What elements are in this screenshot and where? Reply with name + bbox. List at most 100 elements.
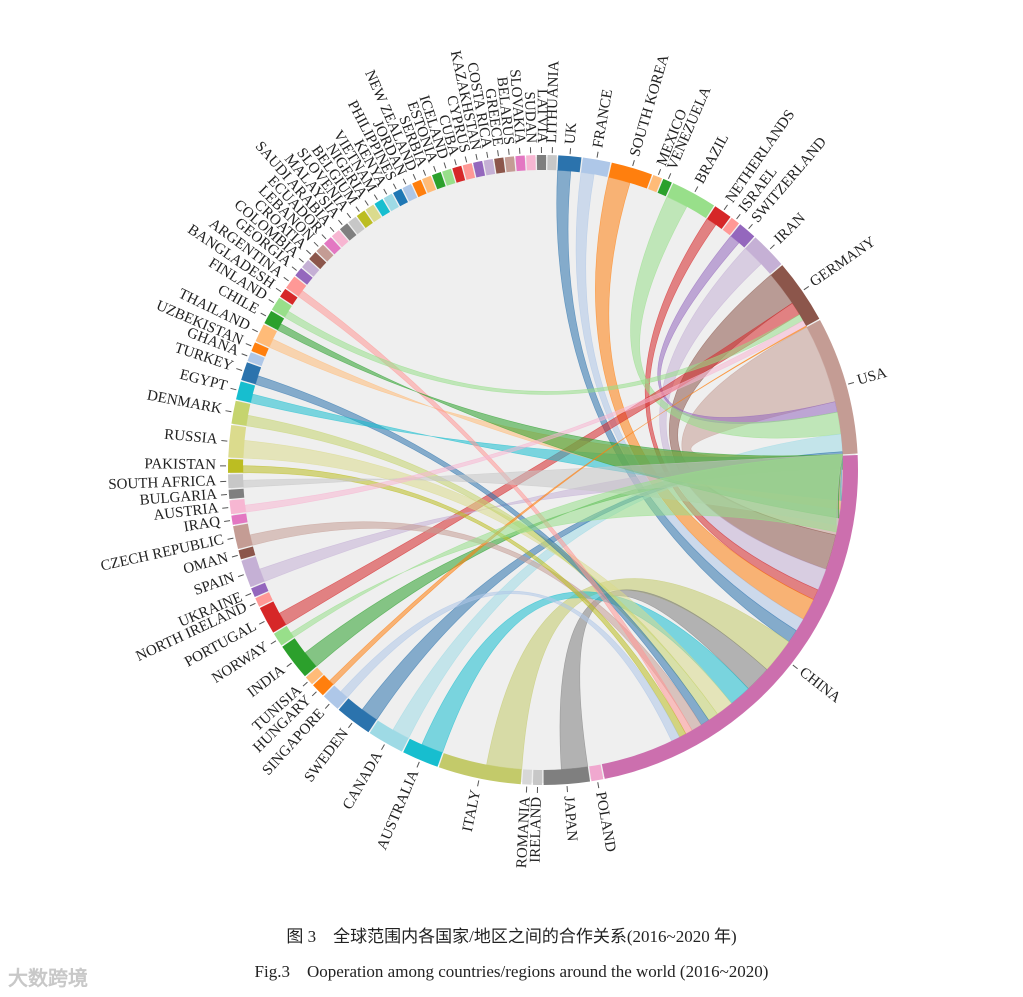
tick-new-zealand: [412, 174, 417, 180]
tick-italy: [477, 780, 480, 787]
label-iran: IRAN: [771, 210, 809, 247]
tick-malaysia: [338, 219, 343, 226]
ribbon-norway-usa: [290, 454, 843, 638]
tick-sweden: [348, 722, 353, 729]
tick-greece: [497, 150, 499, 157]
tick-lebanon: [313, 241, 319, 247]
label-japan: JAPAN: [560, 795, 579, 842]
tick-denmark: [225, 410, 232, 413]
arc-india: [282, 638, 317, 677]
arc-chile: [264, 310, 285, 331]
tick-germany: [803, 286, 810, 291]
arc-iran: [745, 237, 782, 274]
arc-ecuador: [323, 237, 341, 255]
tick-china: [792, 664, 798, 670]
label-slovakia: SLOVAKIA: [506, 69, 527, 145]
label-china: CHINA: [796, 664, 843, 706]
arc-lebanon: [316, 244, 334, 262]
arc-switzerland: [730, 224, 755, 248]
arc-bangladesh: [280, 288, 298, 305]
arc-usa: [806, 319, 858, 455]
arc-israel: [722, 217, 740, 236]
ribbon-czech-republic-china: [249, 521, 702, 731]
arc-saudi-arabia: [331, 230, 349, 248]
arc-ireland: [532, 769, 543, 785]
tick-austria: [222, 507, 229, 509]
arc-iraq: [231, 513, 248, 525]
tick-turkey: [236, 368, 243, 371]
arc-cyprus: [462, 163, 476, 180]
arc-pakistan: [228, 458, 244, 473]
label-australia: AUSTRALIA: [374, 768, 422, 853]
arc-malaysia: [339, 223, 357, 241]
label-brazil: BRAZIL: [692, 131, 732, 186]
tick-argentina: [283, 276, 289, 282]
tick-poland: [597, 782, 600, 789]
tick-thailand: [252, 328, 258, 333]
tick-iran: [769, 244, 775, 250]
tick-georgia: [291, 266, 297, 271]
arc-turkey: [241, 362, 262, 385]
tick-cyprus: [464, 156, 468, 163]
tick-australia: [416, 761, 420, 768]
tick-belgium: [355, 206, 360, 212]
tick-netherlands: [723, 204, 728, 211]
arc-new-zealand: [412, 179, 427, 198]
label-belarus: BELARUS: [493, 76, 516, 146]
label-canada: CANADA: [340, 749, 386, 813]
label-sudan: SUDAN: [521, 91, 539, 143]
arc-ghana: [247, 352, 265, 367]
arc-china: [601, 454, 859, 779]
arc-mexico: [648, 174, 663, 193]
tick-mexico: [657, 168, 662, 175]
arc-thailand: [255, 324, 278, 348]
tick-slovenia: [346, 212, 352, 219]
arc-serbia: [422, 175, 437, 194]
arc-czech-republic: [233, 523, 253, 550]
arc-venezuela: [657, 178, 672, 197]
tick-tunisia: [302, 681, 308, 687]
arc-south-korea: [608, 162, 653, 189]
arc-estonia: [431, 172, 446, 190]
tick-croatia: [306, 249, 312, 255]
tick-venezuela: [667, 173, 672, 180]
label-russia: RUSSIA: [164, 427, 219, 448]
tick-singapore: [324, 703, 330, 709]
tick-norway: [270, 640, 277, 645]
arc-finland: [271, 297, 292, 318]
arc-colombia: [302, 260, 320, 277]
tick-spain: [237, 574, 244, 578]
arc-denmark: [231, 400, 251, 426]
arc-tunisia: [305, 667, 324, 685]
arc-uk: [557, 155, 582, 173]
arc-lithuania: [547, 155, 557, 171]
arc-romania: [522, 769, 533, 785]
arc-canada: [369, 720, 409, 752]
figure-caption-chinese: 图 3 全球范围内各国家/地区之间的合作关系(2016~2020 年): [286, 927, 737, 946]
arc-portugal: [259, 601, 287, 633]
arc-poland: [589, 764, 604, 782]
label-pakistan: PAKISTAN: [144, 456, 216, 473]
label-ireland: IRELAND: [528, 797, 545, 863]
arc-jordan: [402, 184, 418, 202]
tick-uk: [569, 148, 572, 155]
label-poland: POLAND: [592, 791, 618, 854]
arc-oman: [238, 546, 256, 560]
arc-brazil: [666, 183, 715, 219]
arc-australia: [403, 738, 443, 767]
label-france: FRANCE: [590, 88, 616, 149]
label-iraq: IRAQ: [183, 514, 222, 536]
watermark-logo: 大数跨境: [8, 966, 88, 990]
arc-spain: [241, 556, 265, 588]
arc-ukraine: [251, 582, 269, 597]
label-bulgaria: BULGARIA: [139, 487, 218, 509]
tick-jordan: [402, 178, 407, 185]
tick-egypt: [230, 387, 237, 391]
tick-estonia: [433, 165, 437, 172]
arc-latvia: [536, 155, 547, 171]
tick-colombia: [298, 257, 304, 263]
arc-slovakia: [515, 155, 526, 172]
arc-belarus: [504, 156, 516, 173]
arc-kazakhstan: [473, 160, 486, 178]
